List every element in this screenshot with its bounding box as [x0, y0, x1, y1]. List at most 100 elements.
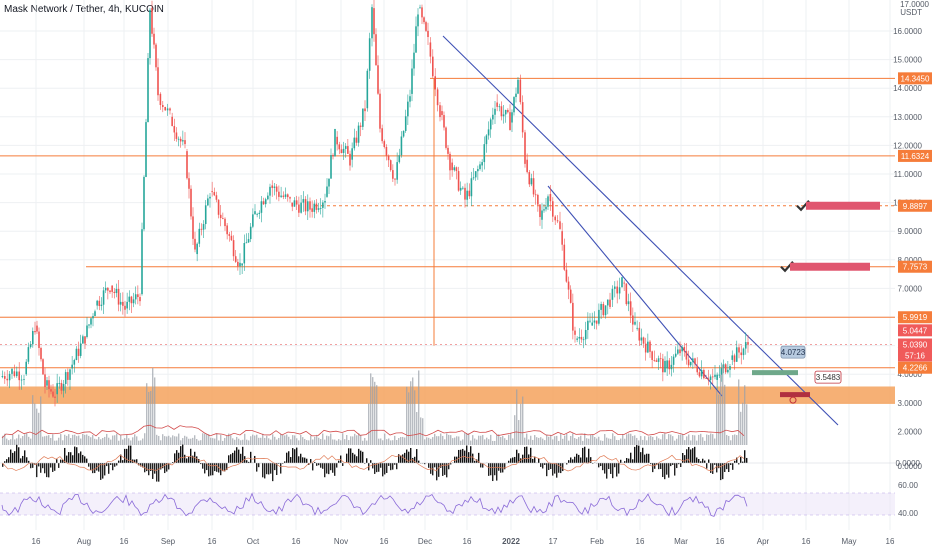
volume-bar	[232, 438, 234, 445]
secondary-price-tag-bg	[898, 338, 932, 351]
candle-body	[409, 96, 411, 102]
candle-body	[252, 214, 254, 227]
volume-bar	[298, 440, 300, 445]
time-tick-label: Dec	[418, 537, 432, 546]
volume-bar	[564, 435, 566, 445]
oscillator-bar	[154, 463, 156, 474]
oscillator-bar	[472, 453, 474, 463]
oscillator-bar	[442, 463, 444, 476]
oscillator-bar	[742, 461, 744, 463]
volume-bar	[376, 385, 378, 445]
price-tick-label: 8.0000	[898, 256, 923, 265]
volume-bar	[160, 440, 162, 445]
candle-body	[264, 199, 267, 205]
secondary-price-tag: 5.0390	[903, 340, 928, 349]
volume-bar	[198, 440, 200, 445]
time-tick-label: 2022	[502, 537, 520, 546]
oscillator-bar	[14, 451, 16, 463]
candle-body	[487, 129, 490, 136]
volume-bar	[158, 435, 160, 445]
volume-bar	[424, 439, 426, 445]
oscillator-bar	[392, 463, 394, 470]
candle-body	[282, 195, 285, 197]
volume-bar	[276, 439, 278, 445]
candle-body	[330, 155, 332, 179]
oscillator-bar	[310, 459, 312, 463]
oscillator-bar	[480, 463, 482, 468]
candle-body	[385, 146, 388, 156]
target-bar	[790, 262, 870, 271]
oscillator-bar	[496, 463, 498, 481]
oscillator-bar	[514, 456, 516, 463]
level-tag-bg	[898, 199, 932, 212]
candle-body	[705, 378, 707, 379]
oscillator-bar	[606, 463, 608, 479]
oscillator-bar	[434, 463, 436, 468]
volume-bar	[562, 438, 564, 445]
candle-body	[707, 378, 710, 381]
candle-body	[541, 210, 543, 220]
candle-body	[434, 76, 436, 90]
candle-body	[670, 364, 673, 370]
oscillator-bar	[738, 463, 740, 465]
candle-body	[731, 355, 734, 360]
candle-body	[326, 186, 328, 197]
oscillator-bar	[270, 463, 272, 474]
oscillator-bar	[710, 463, 712, 473]
volume-bar	[606, 437, 608, 445]
candle-body	[249, 226, 252, 240]
oscillator-bar	[724, 463, 726, 472]
time-tick-label: Mar	[674, 537, 688, 546]
candle-body	[102, 290, 105, 305]
candle-body	[256, 213, 258, 215]
volume-bar	[366, 440, 368, 445]
oscillator-bar	[592, 463, 594, 464]
volume-bar	[208, 434, 210, 445]
volume-bar	[544, 440, 546, 445]
candle-body	[40, 347, 42, 360]
candle-body	[293, 200, 296, 207]
candle-body	[269, 186, 271, 196]
oscillator-bar	[634, 446, 636, 463]
oscillator-bar	[574, 456, 576, 463]
time-tick-label: 16	[208, 537, 217, 546]
candle-body	[362, 108, 364, 127]
oscillator-bar	[370, 460, 372, 463]
oscillator-bar	[76, 447, 78, 463]
candle-body	[334, 128, 336, 157]
candle-body	[552, 201, 554, 217]
candle-body	[289, 197, 291, 199]
oscillator-bar	[80, 451, 82, 463]
candle-body	[32, 331, 34, 345]
volume-bar	[264, 437, 266, 445]
volume-bar	[98, 436, 100, 445]
oscillator-bar	[398, 454, 400, 463]
volume-bar	[386, 439, 388, 445]
candle-body	[547, 196, 549, 207]
candle-body	[513, 97, 515, 113]
oscillator-bar	[142, 463, 144, 468]
oscillator-bar	[358, 448, 360, 463]
candle-body	[232, 240, 235, 257]
volume-bar	[118, 440, 120, 445]
candle-body	[549, 194, 552, 202]
oscillator-bar	[556, 463, 558, 478]
candle-body	[687, 359, 690, 366]
candle-body	[302, 199, 305, 203]
oscillator-bar	[202, 463, 204, 469]
volume-bar	[92, 435, 94, 445]
candle-body	[447, 147, 449, 154]
oscillator-bar	[330, 463, 332, 471]
oscillator-bar	[602, 463, 604, 471]
volume-bar	[24, 434, 26, 445]
volume-bar	[682, 434, 684, 445]
oscillator-bar	[174, 453, 176, 463]
oscillator-bar	[560, 463, 562, 474]
volume-bar	[146, 383, 148, 445]
candle-body	[464, 187, 466, 200]
oscillator-bar	[272, 463, 274, 482]
candle-body	[295, 200, 298, 205]
oscillator-bar	[8, 457, 10, 463]
volume-bar	[360, 435, 362, 445]
